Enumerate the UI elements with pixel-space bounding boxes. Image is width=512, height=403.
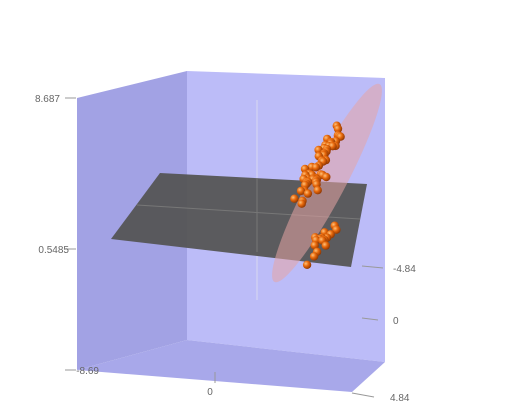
x-tick-label: 0 (207, 387, 213, 398)
y-tick-label: 0 (393, 316, 399, 327)
data-point (290, 195, 298, 203)
data-point (314, 186, 322, 194)
axis-tick-line (352, 393, 374, 397)
z-tick-label: 8.687 (35, 94, 60, 105)
data-point (310, 252, 318, 260)
y-tick-label: 4.84 (390, 393, 410, 403)
data-point (322, 173, 330, 181)
y-tick-label: -4.84 (393, 264, 416, 275)
z-tick-label: 0.5485 (38, 245, 69, 256)
data-point (312, 163, 320, 171)
data-point (303, 261, 311, 269)
data-point (322, 241, 330, 249)
data-point (304, 189, 312, 197)
data-point (298, 200, 306, 208)
z-tick-label: -8.69 (76, 366, 99, 377)
